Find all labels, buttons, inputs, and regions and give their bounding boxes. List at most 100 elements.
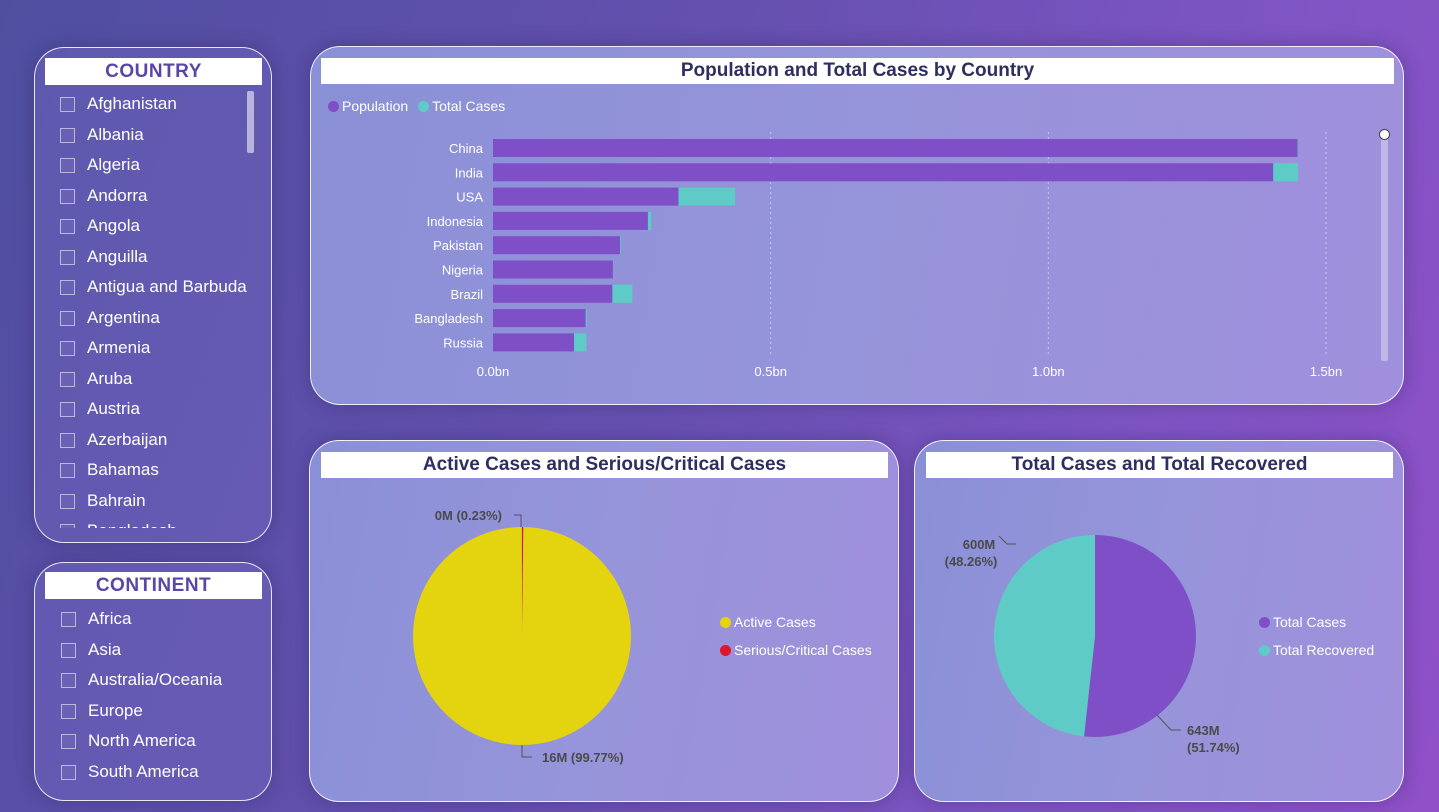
continent-slicer-title: CONTINENT — [45, 572, 262, 599]
active-cases-data-label: 16M (99.77%) — [542, 750, 624, 765]
legend-item-total-recovered[interactable]: Total Recovered — [1259, 642, 1374, 658]
country-item[interactable]: Argentina — [60, 305, 250, 336]
country-item[interactable]: Angola — [60, 213, 250, 244]
checkbox[interactable] — [60, 158, 75, 173]
population-bar — [493, 260, 613, 279]
country-item[interactable]: Antigua and Barbuda — [60, 274, 250, 305]
x-tick-label: 1.0bn — [1032, 364, 1065, 379]
legend-item-population[interactable]: Population — [328, 98, 408, 114]
x-tick-label: 1.5bn — [1310, 364, 1343, 379]
continent-item-label: North America — [88, 731, 196, 750]
total-cases-bar — [612, 284, 633, 303]
country-item[interactable]: Anguilla — [60, 244, 250, 275]
country-slicer-title: COUNTRY — [45, 58, 262, 85]
country-item-label: Bahamas — [87, 460, 159, 479]
active-pie-chart: 0M (0.23%) 16M (99.77%) — [413, 508, 632, 765]
legend-label-total-cases: Total Cases — [432, 98, 506, 114]
checkbox[interactable] — [60, 97, 75, 112]
country-item[interactable]: Armenia — [60, 335, 250, 366]
total-cases-bar — [620, 236, 622, 255]
bar-chart-legend: Population Total Cases — [328, 98, 511, 115]
category-label: Russia — [443, 335, 484, 350]
country-item[interactable]: Bahamas — [60, 457, 250, 488]
country-list-scrollbar[interactable] — [247, 91, 254, 153]
checkbox[interactable] — [60, 524, 75, 528]
continent-item[interactable]: Europe — [61, 698, 261, 729]
checkbox[interactable] — [60, 493, 75, 509]
total-cases-bar — [574, 333, 587, 352]
country-slicer: COUNTRY Afghanistan Albania Algeria Andorra… — [34, 47, 272, 543]
total-cases-slice — [1084, 535, 1197, 737]
checkbox[interactable] — [60, 371, 75, 387]
legend-item-total-cases-pie[interactable]: Total Cases — [1259, 614, 1374, 630]
legend-label-active-cases: Active Cases — [734, 614, 816, 630]
country-item[interactable]: Afghanistan — [60, 91, 250, 122]
x-tick-label: 0.0bn — [477, 364, 510, 379]
total-recovered-legend-dot — [1259, 644, 1270, 656]
checkbox[interactable] — [60, 188, 75, 204]
continent-item[interactable]: North America — [61, 728, 261, 759]
country-item[interactable]: Andorra — [60, 183, 250, 214]
checkbox[interactable] — [60, 341, 75, 356]
country-item[interactable]: Bahrain — [60, 488, 250, 519]
country-item-label: Afghanistan — [87, 94, 177, 113]
legend-item-total-cases[interactable]: Total Cases — [418, 98, 505, 114]
continent-item[interactable]: Africa — [61, 606, 261, 637]
total-recovered-data-label: 600M — [963, 537, 996, 552]
total-cases-pct-label: (51.74%) — [1187, 740, 1240, 755]
country-item-label: Albania — [87, 124, 144, 144]
country-item[interactable]: Azerbaijan — [60, 427, 250, 458]
legend-label-serious-critical: Serious/Critical Cases — [734, 642, 872, 658]
checkbox[interactable] — [61, 734, 76, 749]
legend-item-serious-critical[interactable]: Serious/Critical Cases — [720, 642, 872, 658]
checkbox[interactable] — [60, 402, 75, 417]
recovered-pie-title: Total Cases and Total Recovered — [926, 452, 1393, 478]
legend-item-active-cases[interactable]: Active Cases — [720, 614, 872, 630]
population-bar — [493, 309, 586, 328]
population-bar — [493, 163, 1274, 182]
legend-label-total-recovered: Total Recovered — [1273, 642, 1375, 658]
checkbox[interactable] — [60, 280, 75, 295]
country-item[interactable]: Albania — [60, 122, 250, 153]
active-cases-slice — [413, 527, 632, 745]
active-cases-visual: Active Cases and Serious/Critical Cases … — [309, 440, 899, 802]
country-item[interactable]: Aruba — [60, 366, 250, 397]
country-item[interactable]: Algeria — [60, 152, 250, 183]
country-item-label: Aruba — [87, 368, 133, 388]
continent-item-label: South America — [88, 761, 199, 781]
checkbox[interactable] — [61, 703, 76, 719]
country-item[interactable]: Austria — [60, 396, 250, 427]
country-list: Afghanistan Albania Algeria Andorra Angola An… — [60, 91, 250, 528]
continent-slicer: CONTINENT Africa Asia Australia/Oceania Eur… — [34, 562, 272, 801]
active-pie-legend: Active Cases Serious/Critical Cases — [720, 614, 878, 670]
bar-chart-scrollbar[interactable] — [1381, 137, 1388, 361]
active-cases-legend-dot — [720, 616, 731, 628]
population-bar — [493, 139, 1298, 157]
total-cases-bar — [678, 187, 736, 206]
continent-item[interactable]: Asia — [61, 637, 261, 668]
checkbox[interactable] — [61, 764, 76, 780]
active-pie-title: Active Cases and Serious/Critical Cases — [321, 452, 888, 478]
checkbox[interactable] — [60, 310, 75, 326]
continent-item[interactable]: South America — [61, 759, 261, 790]
checkbox[interactable] — [61, 642, 76, 658]
checkbox[interactable] — [61, 673, 76, 688]
country-item[interactable]: Bangladesh — [60, 518, 250, 528]
serious-critical-slice — [521, 527, 524, 636]
checkbox[interactable] — [60, 219, 75, 234]
checkbox[interactable] — [60, 249, 75, 265]
continent-list: Africa Asia Australia/Oceania Europe North A… — [61, 606, 261, 796]
category-label: China — [449, 141, 484, 156]
total-cases-bar — [647, 211, 652, 230]
checkbox[interactable] — [60, 127, 75, 143]
scroll-handle-icon[interactable] — [1379, 129, 1390, 140]
checkbox[interactable] — [61, 612, 76, 627]
serious-critical-legend-dot — [720, 644, 731, 656]
population-bar — [493, 187, 679, 206]
leader-line — [514, 514, 522, 527]
continent-item[interactable]: Australia/Oceania — [61, 667, 261, 698]
category-label: Brazil — [450, 287, 483, 302]
checkbox[interactable] — [60, 432, 75, 448]
category-label: USA — [456, 190, 483, 205]
checkbox[interactable] — [60, 463, 75, 478]
